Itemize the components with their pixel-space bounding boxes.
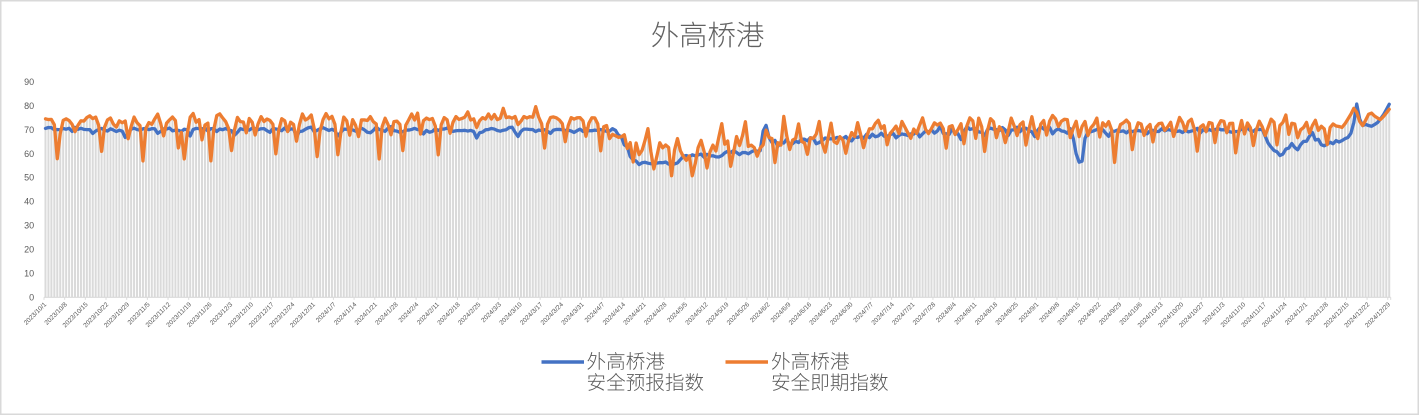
svg-text:50: 50 <box>24 173 34 183</box>
svg-text:10: 10 <box>24 268 34 278</box>
svg-text:80: 80 <box>24 101 34 111</box>
svg-text:60: 60 <box>24 149 34 159</box>
svg-text:0: 0 <box>29 292 34 302</box>
svg-text:40: 40 <box>24 197 34 207</box>
svg-text:30: 30 <box>24 221 34 231</box>
svg-text:90: 90 <box>24 77 34 87</box>
svg-text:70: 70 <box>24 125 34 135</box>
svg-text:20: 20 <box>24 245 34 255</box>
